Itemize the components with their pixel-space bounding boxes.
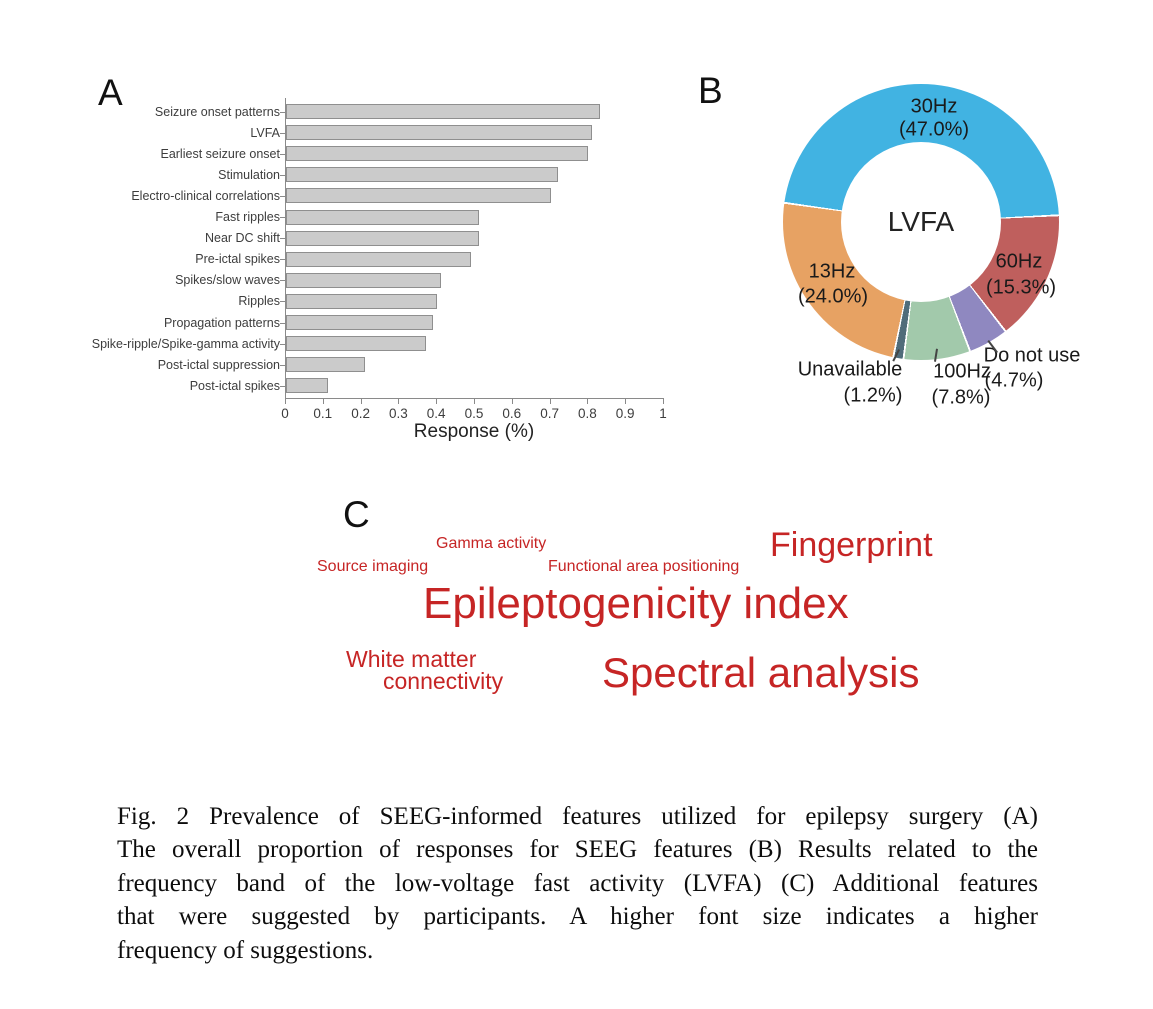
x-axis-tick [436, 399, 438, 404]
x-axis-tick-label: 0.3 [389, 406, 408, 421]
donut-slice-percent: (15.3%) [985, 276, 1057, 299]
donut-slice-label: Unavailable [797, 358, 903, 381]
y-axis-tick [280, 280, 285, 282]
bar [286, 230, 479, 246]
y-axis-tick [280, 217, 285, 218]
word-cloud-word: Epileptogenicity index [423, 579, 849, 628]
x-axis-tick-label: 0.1 [313, 406, 333, 421]
x-axis-tick [663, 399, 664, 404]
y-axis-tick [280, 174, 285, 176]
bar [286, 378, 328, 394]
caption-line: frequency band of the low-voltage fast a… [117, 869, 1038, 897]
y-axis-tick [280, 385, 285, 387]
word-cloud-word: Functional area positioning [548, 558, 740, 575]
x-axis-tick-label: 0.2 [351, 406, 370, 421]
x-axis-tick-label: 1 [659, 406, 667, 421]
donut-hole: LVFA [841, 142, 1001, 302]
x-axis-tick [587, 399, 589, 404]
donut-slice-percent: (24.0%) [797, 285, 869, 308]
bar-category-label: Electro-clinical correlations [131, 188, 280, 203]
x-axis-tick [398, 399, 400, 404]
x-axis-tick-label: 0.7 [540, 406, 559, 421]
x-axis-tick [511, 399, 513, 404]
x-axis-tick [360, 399, 362, 404]
donut-slice-label: 100Hz [933, 360, 991, 383]
bar [286, 209, 479, 225]
x-axis-tick-label: 0 [281, 406, 289, 421]
x-axis-tick-label: 0.6 [502, 406, 522, 421]
y-axis-tick [280, 111, 285, 113]
x-axis-tick-label: 0.5 [464, 406, 484, 421]
bar-category-label: Fast ripples [215, 210, 280, 224]
x-axis-line [285, 398, 664, 399]
y-axis-tick [280, 153, 285, 155]
bar-category-label: Spike-ripple/Spike-gamma activity [91, 336, 280, 351]
x-axis-title: Response (%) [413, 421, 535, 442]
donut-slice-percent: (47.0%) [898, 118, 970, 141]
y-axis-tick [280, 343, 285, 345]
x-axis-tick [474, 399, 475, 404]
x-axis-tick [625, 399, 627, 404]
bar-category-label: Pre-ictal spikes [195, 252, 280, 267]
y-axis-tick [280, 322, 285, 324]
donut-slice-percent: (1.2%) [843, 384, 903, 407]
y-axis-tick [280, 238, 285, 240]
figure-caption: Fig. 2 Prevalence of SEEG-informed featu… [117, 800, 1038, 967]
bar [286, 315, 434, 330]
x-axis-tick-label: 0.9 [615, 406, 635, 421]
bar [286, 125, 593, 141]
bar [286, 167, 559, 183]
bar-category-label: Near DC shift [204, 231, 280, 246]
donut-slice-label: 30Hz [910, 95, 958, 118]
bar-category-label: Seizure onset patterns [154, 104, 280, 119]
caption-line: The overall proportion of responses for … [117, 836, 1038, 864]
bar-category-label: Post-ictal suppression [157, 357, 280, 372]
y-axis-line [285, 98, 286, 398]
donut-slice-label: 13Hz [808, 260, 856, 283]
x-axis-tick [322, 399, 324, 404]
bar [286, 146, 589, 162]
x-axis-tick [285, 399, 286, 404]
bar [286, 188, 551, 204]
donut-slice-percent: (7.8%) [931, 386, 991, 409]
word-cloud-word: Spectral analysis [602, 649, 920, 696]
bar [286, 336, 426, 352]
panel-c-label: C [343, 494, 370, 535]
caption-line: frequency of suggestions. [117, 936, 374, 964]
bar-category-label: Earliest seizure onset [160, 146, 280, 161]
bar-category-label: Stimulation [218, 167, 280, 182]
caption-line: that were suggested by participants. A h… [117, 903, 1038, 931]
bar-category-label: Post-ictal spikes [189, 378, 280, 393]
donut-slice-percent: (4.7%) [984, 369, 1044, 392]
panel-b-label: B [698, 70, 723, 111]
x-axis-tick-label: 0.4 [426, 406, 446, 421]
x-axis-tick [549, 399, 551, 404]
y-axis-tick [280, 132, 285, 134]
bar [286, 251, 472, 267]
donut-center-label: LVFA [887, 206, 955, 237]
word-cloud-word: connectivity [383, 668, 504, 694]
bar [286, 272, 441, 288]
bar [286, 357, 366, 373]
word-cloud-word: Source imaging [317, 558, 429, 575]
donut-slice-label: 60Hz [995, 250, 1043, 273]
y-axis-tick [280, 195, 285, 197]
bar-category-label: Ripples [238, 294, 280, 309]
word-cloud-word: White matter [346, 646, 477, 672]
x-axis-tick-label: 0.8 [578, 406, 597, 421]
panel-a-label: A [98, 72, 123, 113]
y-axis-tick [280, 259, 285, 261]
word-cloud-word: Fingerprint [770, 526, 933, 564]
bar [286, 104, 600, 119]
bar-category-label: Propagation patterns [163, 315, 280, 330]
y-axis-tick [280, 364, 285, 366]
word-cloud-word: Gamma activity [436, 535, 547, 552]
donut-slice-label: Do not use [983, 344, 1081, 367]
bar [286, 293, 438, 309]
bar-category-label: LVFA [250, 125, 280, 140]
bar-category-label: Spikes/slow waves [175, 273, 280, 288]
caption-line: Fig. 2 Prevalence of SEEG-informed featu… [117, 803, 1038, 830]
y-axis-tick [280, 301, 285, 303]
